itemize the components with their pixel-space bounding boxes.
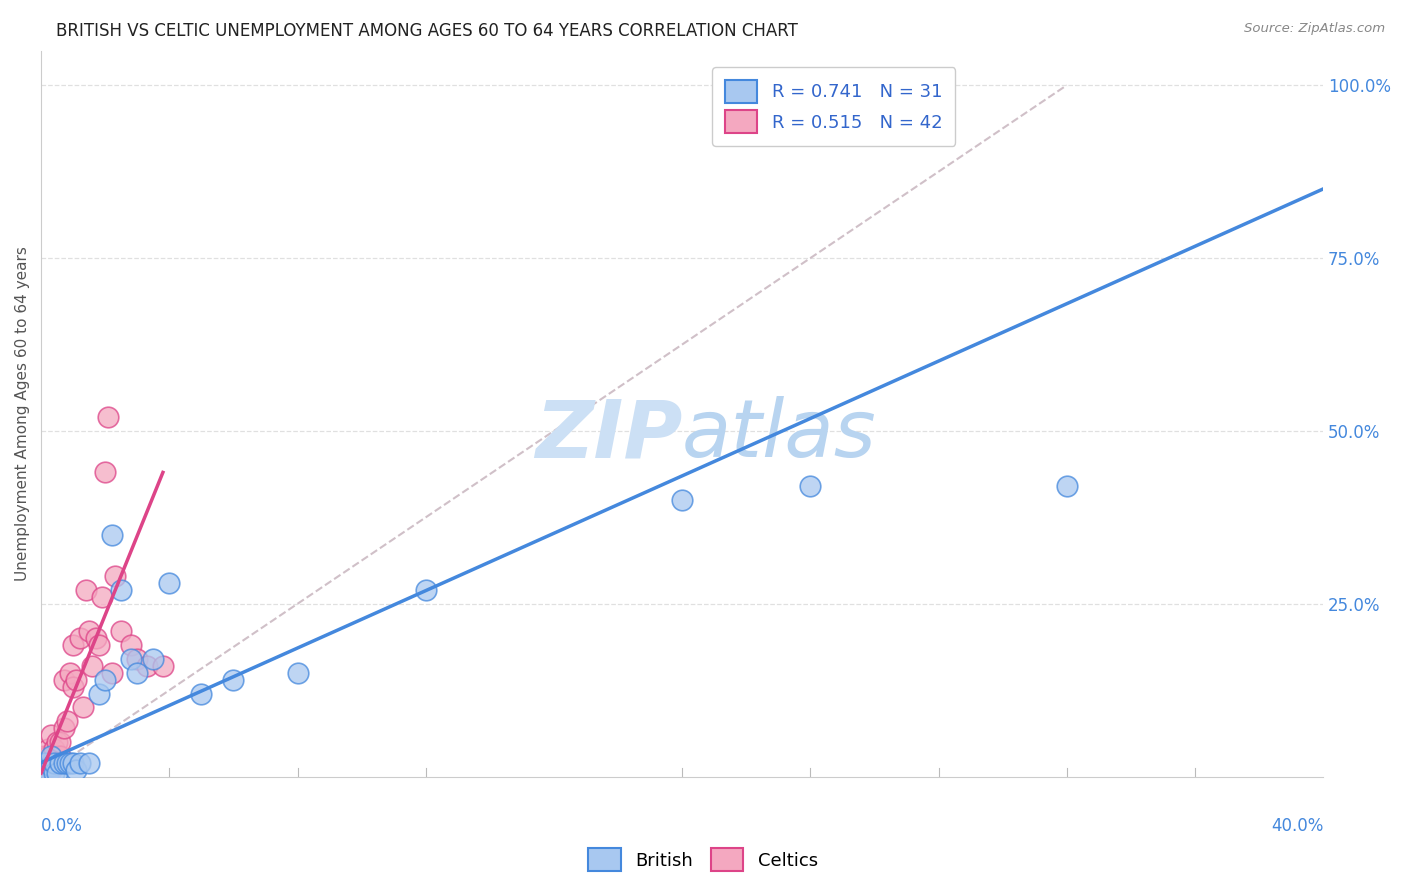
Point xyxy=(100,527,122,541)
Point xyxy=(100,665,122,680)
Point xyxy=(82,659,104,673)
Point xyxy=(34,763,56,777)
Point xyxy=(34,756,56,770)
Point xyxy=(94,673,117,687)
Point xyxy=(39,748,62,763)
Point xyxy=(127,665,149,680)
Point xyxy=(97,410,120,425)
Point xyxy=(37,763,59,777)
Point xyxy=(42,766,65,780)
Legend: R = 0.741   N = 31, R = 0.515   N = 42: R = 0.741 N = 31, R = 0.515 N = 42 xyxy=(713,67,955,146)
Point xyxy=(46,735,69,749)
Point xyxy=(65,673,87,687)
Point xyxy=(287,665,309,680)
Point xyxy=(49,735,72,749)
Point xyxy=(671,493,693,508)
Point xyxy=(55,714,77,729)
Point xyxy=(39,728,62,742)
Point xyxy=(157,576,180,591)
Point xyxy=(46,756,69,770)
Point xyxy=(94,466,117,480)
Point xyxy=(415,582,437,597)
Text: 40.0%: 40.0% xyxy=(1271,816,1323,835)
Point xyxy=(62,680,84,694)
Text: BRITISH VS CELTIC UNEMPLOYMENT AMONG AGES 60 TO 64 YEARS CORRELATION CHART: BRITISH VS CELTIC UNEMPLOYMENT AMONG AGE… xyxy=(56,22,799,40)
Point xyxy=(190,687,212,701)
Point xyxy=(799,479,821,493)
Point xyxy=(42,748,65,763)
Point xyxy=(91,590,114,604)
Legend: British, Celtics: British, Celtics xyxy=(581,841,825,879)
Point xyxy=(104,569,127,583)
Point xyxy=(110,582,132,597)
Point xyxy=(46,748,69,763)
Point xyxy=(120,652,142,666)
Point xyxy=(127,652,149,666)
Point xyxy=(52,673,75,687)
Point xyxy=(49,748,72,763)
Point xyxy=(69,632,91,646)
Point xyxy=(39,763,62,777)
Point xyxy=(37,766,59,780)
Point xyxy=(39,756,62,770)
Point xyxy=(52,756,75,770)
Point xyxy=(142,652,165,666)
Point xyxy=(37,748,59,763)
Point xyxy=(120,638,142,652)
Point xyxy=(42,756,65,770)
Point xyxy=(75,582,97,597)
Point xyxy=(49,756,72,770)
Point xyxy=(87,687,110,701)
Point xyxy=(34,756,56,770)
Text: ZIP: ZIP xyxy=(534,396,682,475)
Point xyxy=(46,766,69,780)
Point xyxy=(77,624,100,639)
Point xyxy=(37,756,59,770)
Point xyxy=(42,742,65,756)
Point xyxy=(59,665,82,680)
Point xyxy=(84,632,107,646)
Point xyxy=(110,624,132,639)
Point xyxy=(72,700,94,714)
Point xyxy=(52,721,75,735)
Point xyxy=(69,756,91,770)
Text: atlas: atlas xyxy=(682,396,877,475)
Point xyxy=(135,659,157,673)
Point xyxy=(62,638,84,652)
Point xyxy=(39,759,62,773)
Point xyxy=(77,756,100,770)
Point xyxy=(222,673,245,687)
Point xyxy=(87,638,110,652)
Point xyxy=(37,763,59,777)
Point xyxy=(152,659,174,673)
Point xyxy=(37,742,59,756)
Text: 0.0%: 0.0% xyxy=(41,816,83,835)
Point xyxy=(65,763,87,777)
Point xyxy=(1056,479,1078,493)
Text: Source: ZipAtlas.com: Source: ZipAtlas.com xyxy=(1244,22,1385,36)
Point xyxy=(42,756,65,770)
Point xyxy=(62,756,84,770)
Point xyxy=(34,748,56,763)
Y-axis label: Unemployment Among Ages 60 to 64 years: Unemployment Among Ages 60 to 64 years xyxy=(15,246,30,581)
Point xyxy=(59,756,82,770)
Point xyxy=(55,756,77,770)
